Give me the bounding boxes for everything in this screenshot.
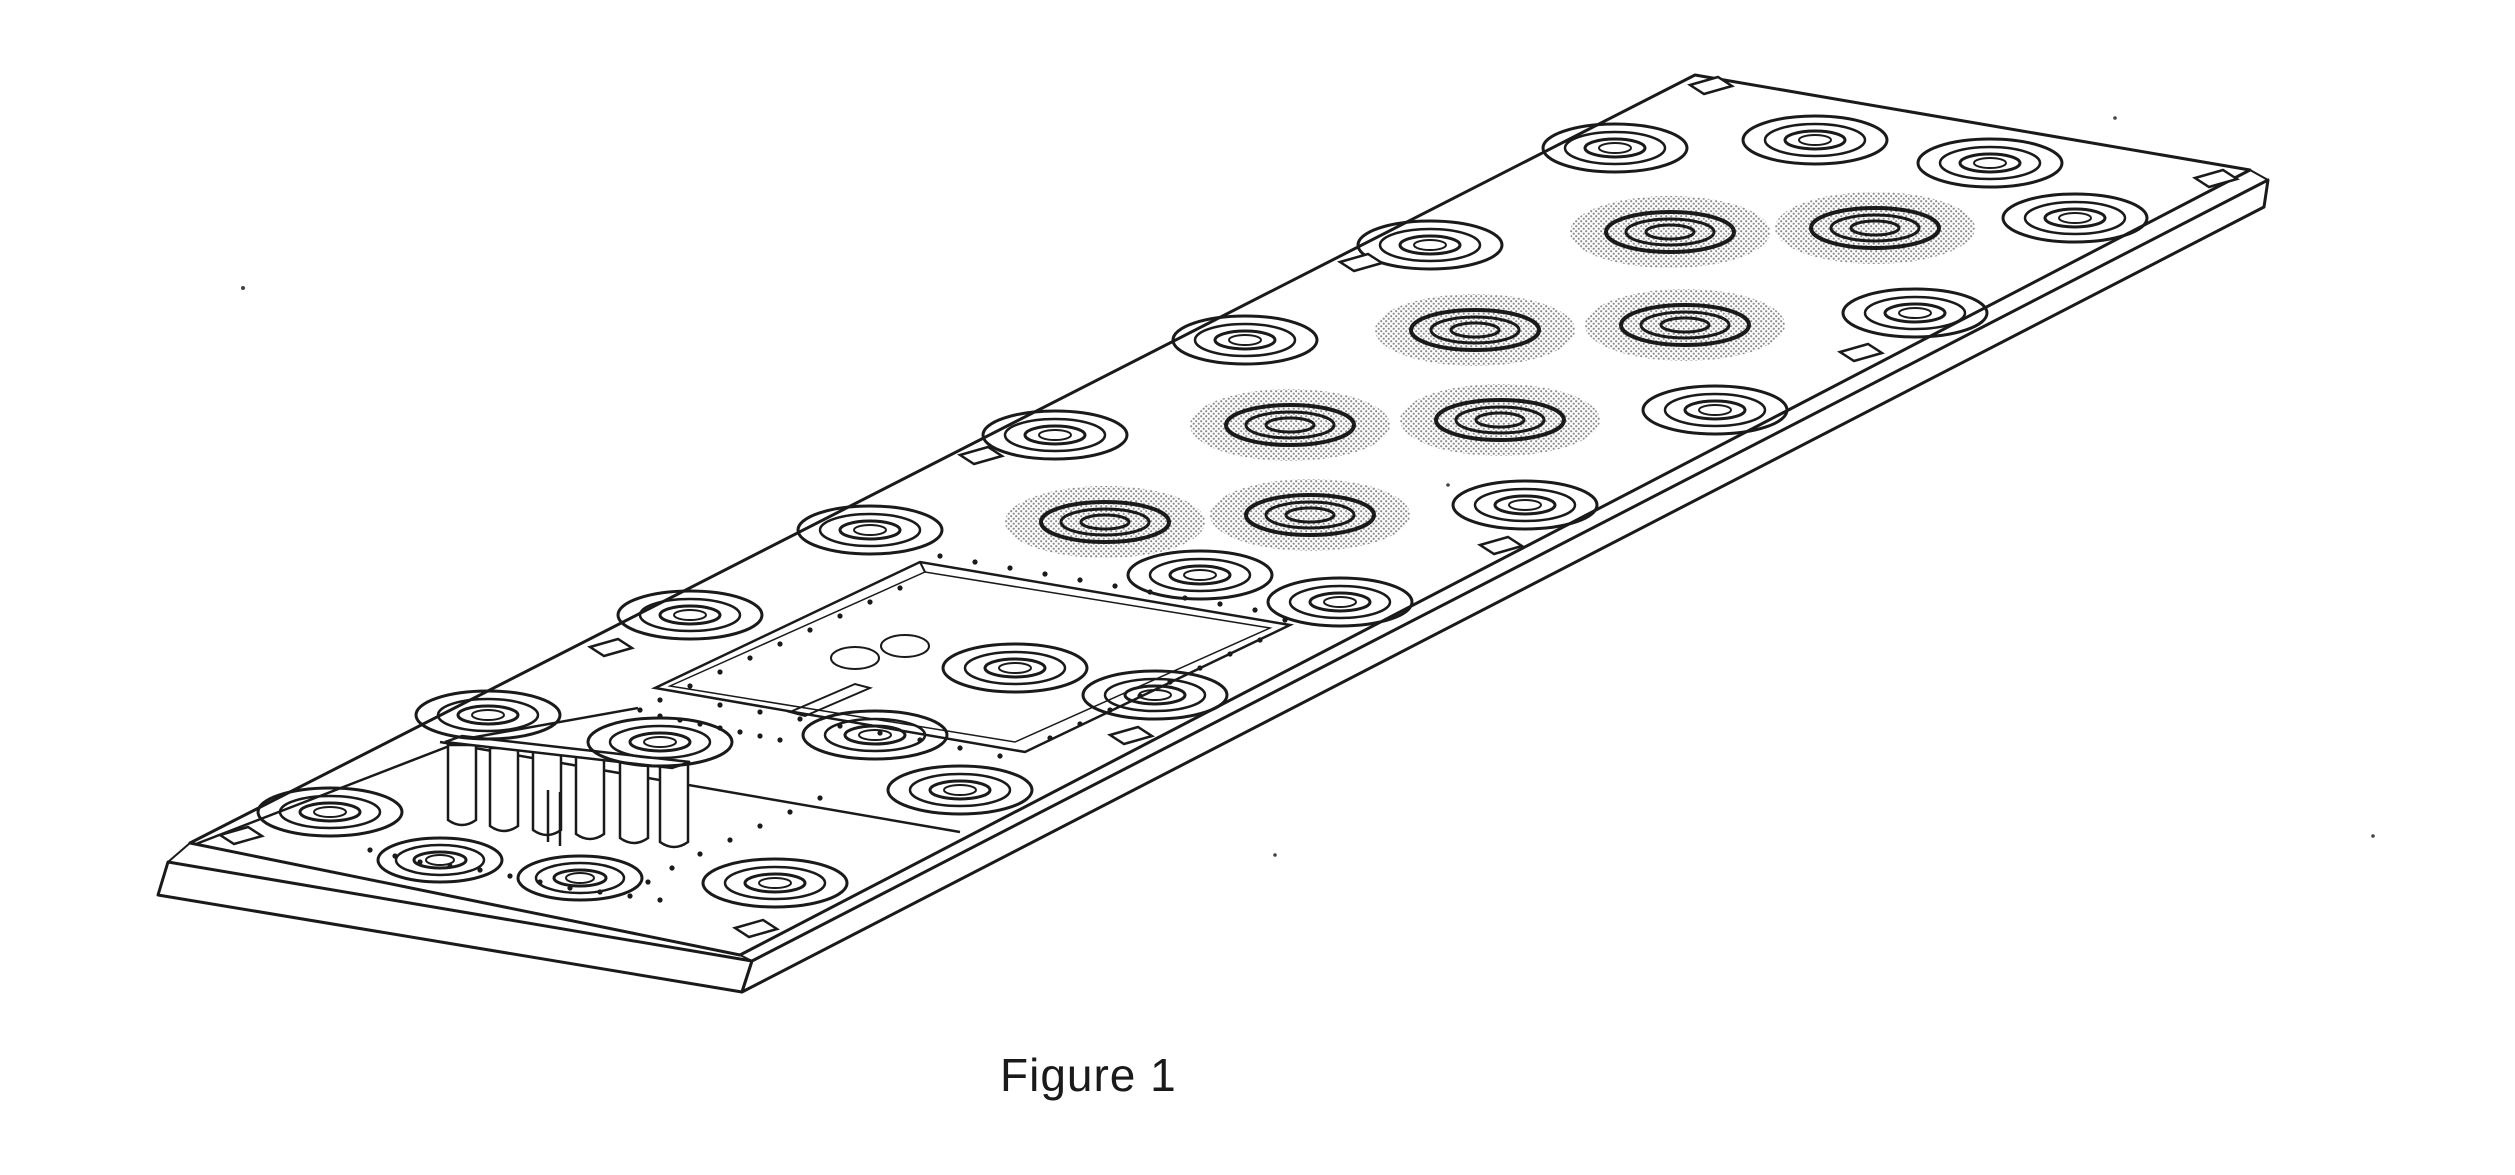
well	[1541, 122, 1689, 174]
well	[616, 589, 764, 641]
well	[376, 836, 504, 884]
shaded-well	[1005, 486, 1205, 558]
well	[1916, 137, 2064, 189]
well	[981, 409, 1129, 461]
well	[801, 709, 949, 761]
well	[256, 786, 404, 838]
shaded-well	[1190, 389, 1390, 461]
post-cluster	[444, 734, 691, 849]
well	[1741, 114, 1889, 166]
square-markers	[216, 75, 2241, 939]
shaded-well	[1375, 294, 1575, 366]
well	[886, 764, 1034, 816]
well	[796, 504, 944, 556]
well	[1841, 287, 1989, 339]
well	[414, 689, 562, 741]
well	[1356, 219, 1504, 271]
specks	[241, 116, 2375, 857]
well	[2001, 192, 2149, 244]
figure-caption: Figure 1	[1000, 1049, 1177, 1101]
well	[1171, 314, 1319, 366]
well	[586, 716, 734, 768]
well	[1081, 669, 1229, 721]
well	[1126, 549, 1274, 601]
well	[701, 857, 849, 909]
tray-rim-line	[167, 842, 191, 863]
shaded-well	[1210, 479, 1410, 551]
shaded-well	[1775, 192, 1975, 264]
shaded-wells	[1005, 192, 1975, 558]
well	[1451, 479, 1599, 531]
well	[941, 642, 1089, 694]
shaded-well	[1400, 384, 1600, 456]
well	[1266, 576, 1414, 628]
shaded-well	[1570, 196, 1770, 268]
tray-side-face	[740, 178, 2270, 994]
well	[516, 854, 644, 902]
ring-wells	[256, 114, 2149, 909]
shaded-well	[1585, 289, 1785, 361]
well	[1641, 384, 1789, 436]
